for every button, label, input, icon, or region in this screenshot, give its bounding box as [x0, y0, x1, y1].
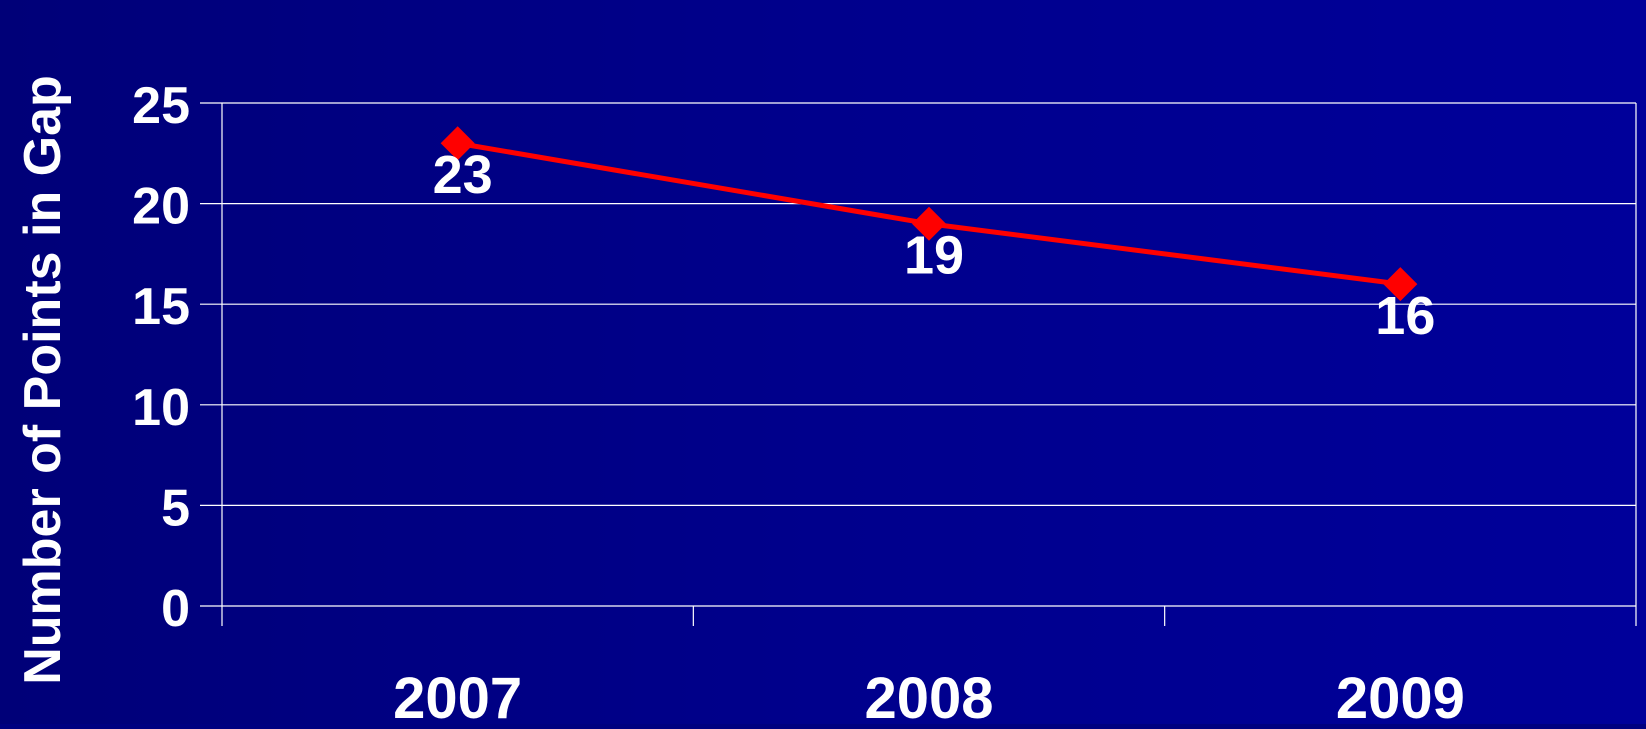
data-point-marker: [440, 126, 475, 161]
data-label: 19: [904, 226, 964, 286]
axis-layer: [221, 103, 1637, 626]
label-layer: 0 5 10 15 20 25 2007 2008 2009 23 19 16: [132, 77, 1465, 729]
y-tick-label: 0: [161, 580, 190, 638]
y-tick-label: 10: [132, 379, 190, 437]
x-tick-label: 2008: [864, 666, 993, 724]
y-tick-label: 20: [132, 178, 190, 236]
y-tick-label: 15: [132, 278, 190, 336]
grid-layer: [200, 102, 1636, 607]
y-axis-title: Number of Points in Gap: [14, 75, 72, 685]
data-label: 23: [433, 145, 493, 205]
data-label: 16: [1375, 286, 1435, 346]
series-layer: [440, 126, 1418, 302]
data-point-marker: [1383, 267, 1418, 302]
x-tick-label: 2009: [1336, 666, 1465, 724]
data-point-marker: [912, 206, 946, 241]
x-tick-label: 2007: [393, 666, 522, 724]
y-tick-label: 5: [161, 479, 190, 537]
y-tick-label: 25: [132, 77, 190, 135]
